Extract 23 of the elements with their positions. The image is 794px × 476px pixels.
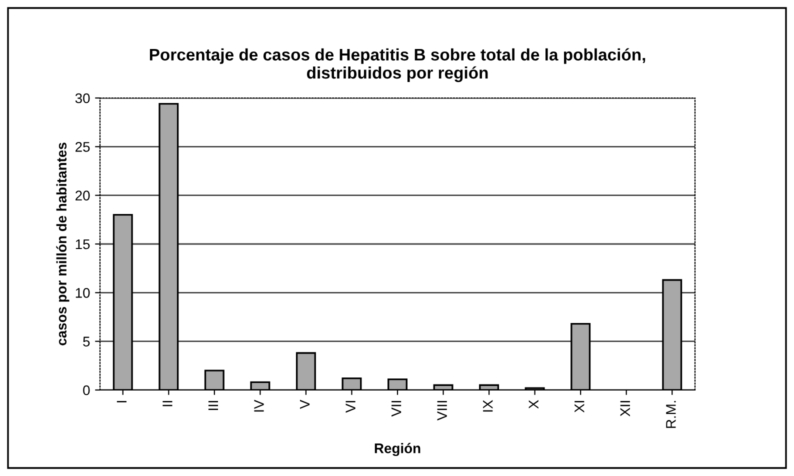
y-axis-title: casos por millón de habitantes	[56, 142, 70, 346]
x-tick-label: X	[528, 400, 538, 409]
x-tick-label: XII	[620, 401, 630, 416]
x-tick-label: IX	[483, 400, 493, 412]
y-tick-label: 0	[83, 385, 90, 396]
x-tick-label: II	[162, 401, 172, 406]
x-tick-label: VII	[392, 401, 402, 417]
y-tick-label: 10	[76, 288, 90, 298]
x-axis-title: Región	[374, 442, 420, 456]
x-tick-label: VIII	[437, 401, 447, 420]
x-tick-label: XI	[574, 401, 584, 413]
y-tick-label: 30	[75, 93, 90, 104]
x-tick-label: VI	[346, 401, 356, 413]
x-tick-label: V	[300, 400, 310, 409]
y-tick-label: 5	[83, 336, 90, 347]
y-tick-label: 20	[76, 190, 90, 201]
x-tick-label: IV	[254, 400, 264, 412]
y-tick-label: 25	[76, 142, 90, 152]
y-tick-label: 15	[76, 239, 90, 250]
x-tick-label: R.M.	[666, 400, 676, 428]
x-tick-label: III	[208, 401, 218, 410]
chart-title: Porcentaje de casos de Hepatitis B sobre total de la población, distribuidos por región	[150, 48, 646, 82]
x-tick-label: I	[116, 401, 126, 402]
